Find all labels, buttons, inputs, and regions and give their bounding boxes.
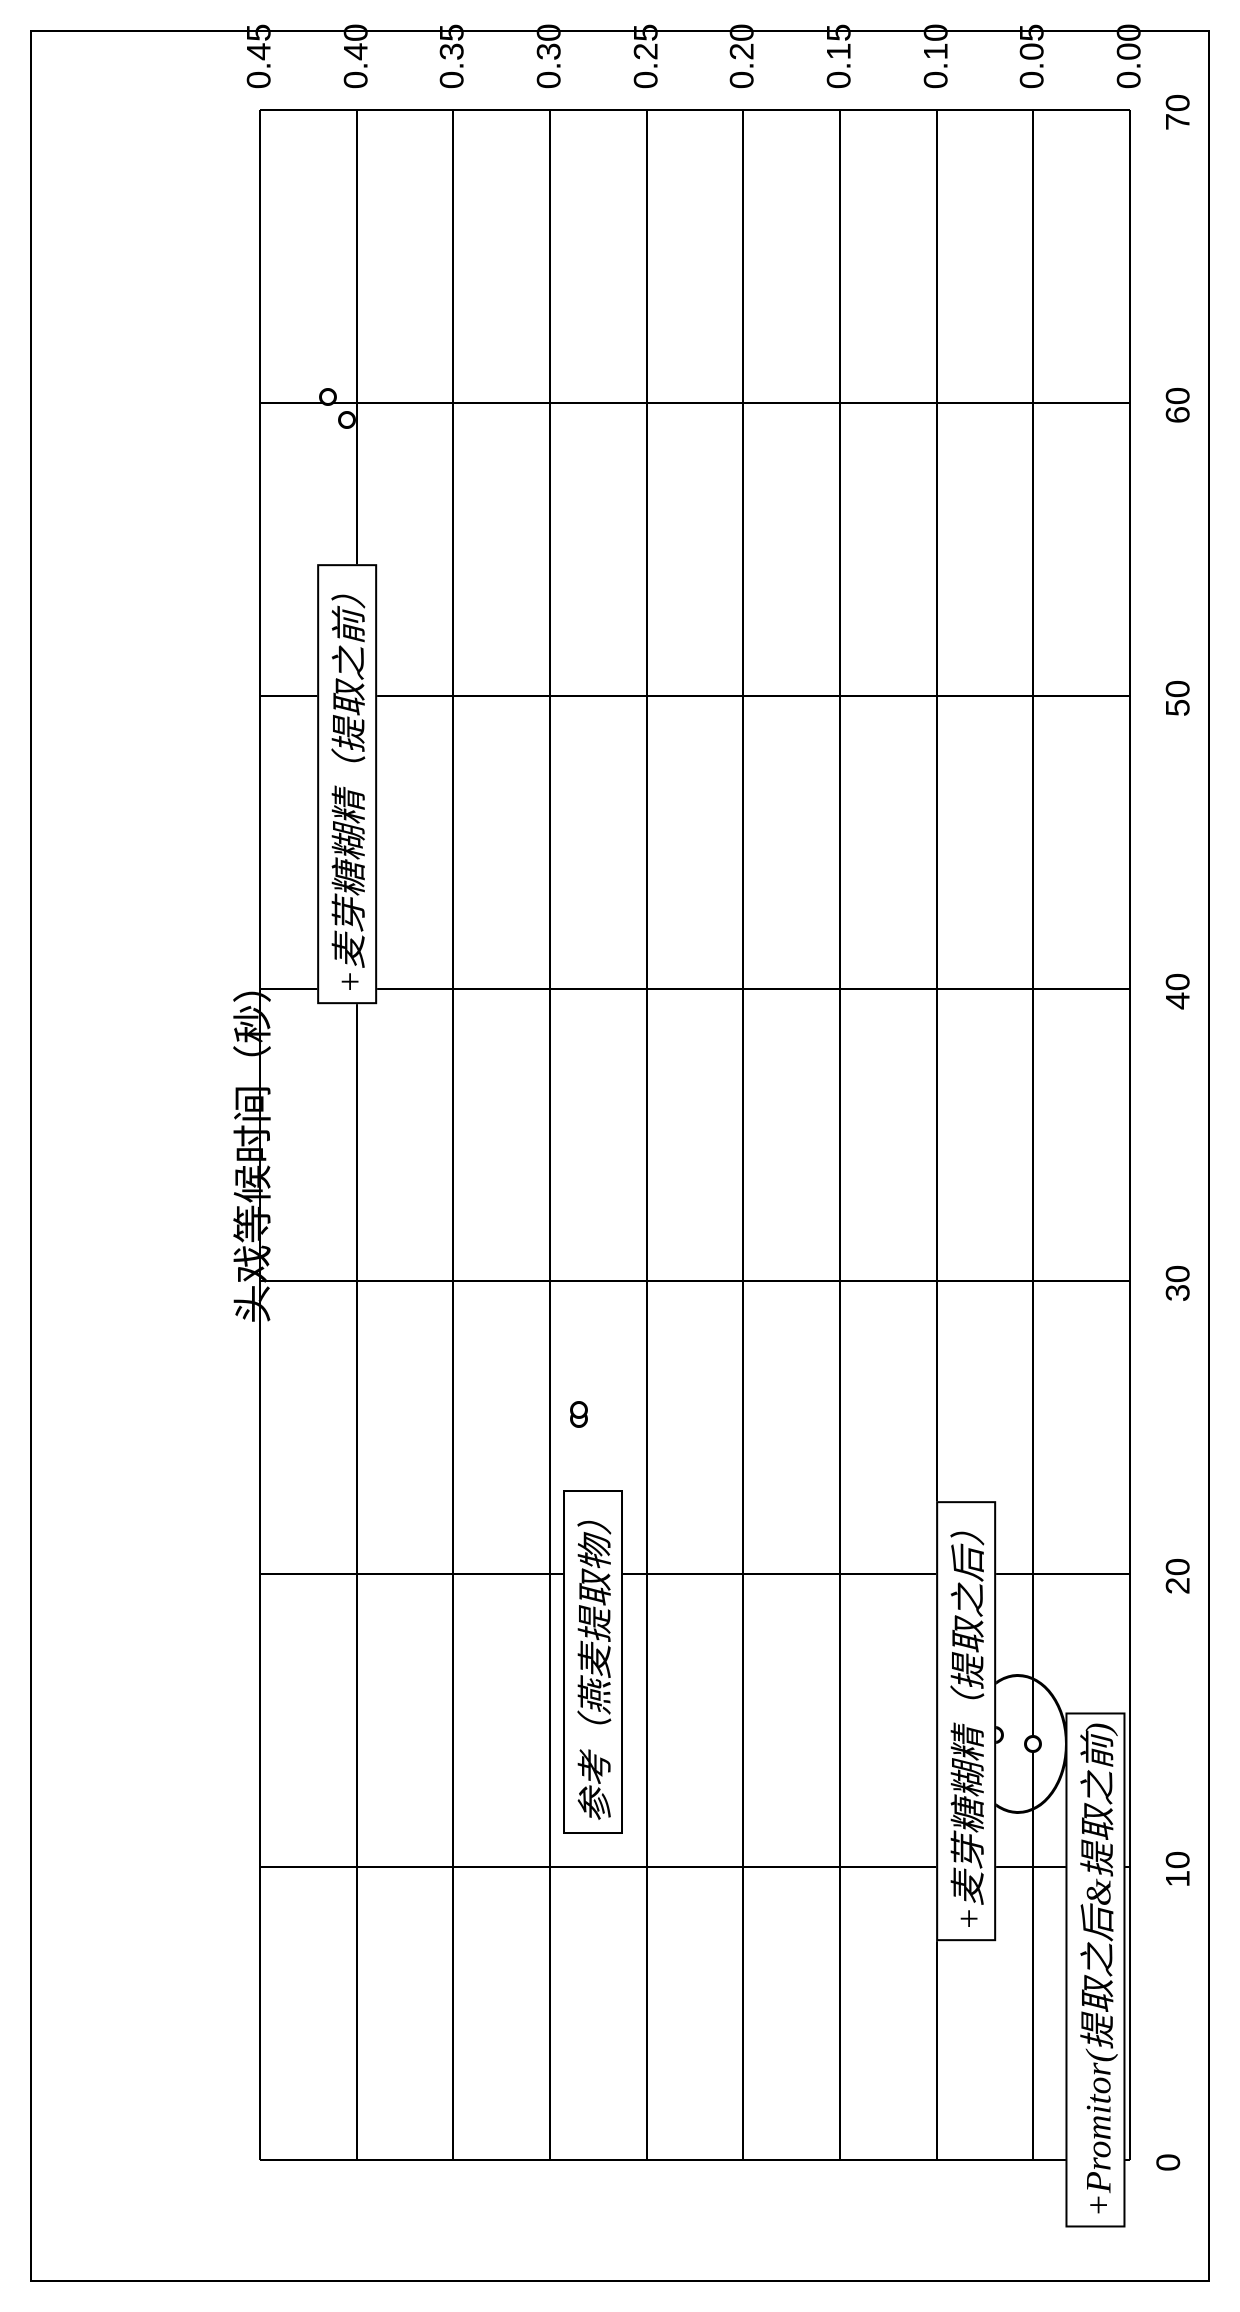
data-point: [338, 411, 356, 429]
x-tick-label: 10: [1159, 1851, 1198, 1889]
gridline-x: [260, 109, 1130, 111]
gridline-y: [1129, 110, 1131, 2160]
y-tick-label: 0.35: [434, 50, 473, 90]
y-axis-label: 头戏等候时间（秒）: [221, 964, 279, 1324]
gridline-y: [742, 110, 744, 2160]
gridline-y: [259, 110, 261, 2160]
y-tick-label: 0.40: [337, 50, 376, 90]
gridline-y: [1032, 110, 1034, 2160]
x-tick-label: 40: [1159, 972, 1198, 1010]
data-point: [319, 388, 337, 406]
data-point: [570, 1401, 588, 1419]
gridline-y: [452, 110, 454, 2160]
gridline-x: [260, 1573, 1130, 1575]
callout-label: 参考（燕麦提取物）: [563, 1490, 623, 1834]
gridline-y: [356, 110, 358, 2160]
x-tick-label: 20: [1159, 1558, 1198, 1596]
x-tick-label: 0: [1150, 2153, 1189, 2172]
gridline-x: [260, 402, 1130, 404]
y-tick-label: 0.20: [724, 50, 763, 90]
y-tick-label: 0.05: [1014, 50, 1053, 90]
x-tick-label: 60: [1159, 386, 1198, 424]
y-tick-label: 0.00: [1111, 50, 1150, 90]
gridline-x: [260, 1280, 1130, 1282]
gridline-x: [260, 1866, 1130, 1868]
gridline-y: [646, 110, 648, 2160]
gridline-y: [839, 110, 841, 2160]
y-tick-label: 0.10: [917, 50, 956, 90]
y-tick-label: 0.30: [531, 50, 570, 90]
gridline-x: [260, 988, 1130, 990]
callout-label: +麦芽糖糊精（提取之后）: [936, 1501, 996, 1941]
gridline-x: [260, 2159, 1130, 2161]
plot-area: [260, 110, 1130, 2160]
x-tick-label: 70: [1159, 94, 1198, 132]
gridline-y: [549, 110, 551, 2160]
callout-label: +麦芽糖糊精（提取之前）: [317, 563, 377, 1003]
y-tick-label: 0.45: [241, 50, 280, 90]
callout-label: +Promitor(提取之后&提取之前): [1065, 1712, 1125, 2227]
x-tick-label: 30: [1159, 1265, 1198, 1303]
gridline-x: [260, 695, 1130, 697]
y-tick-label: 0.25: [627, 50, 666, 90]
y-tick-label: 0.15: [821, 50, 860, 90]
x-tick-label: 50: [1159, 679, 1198, 717]
